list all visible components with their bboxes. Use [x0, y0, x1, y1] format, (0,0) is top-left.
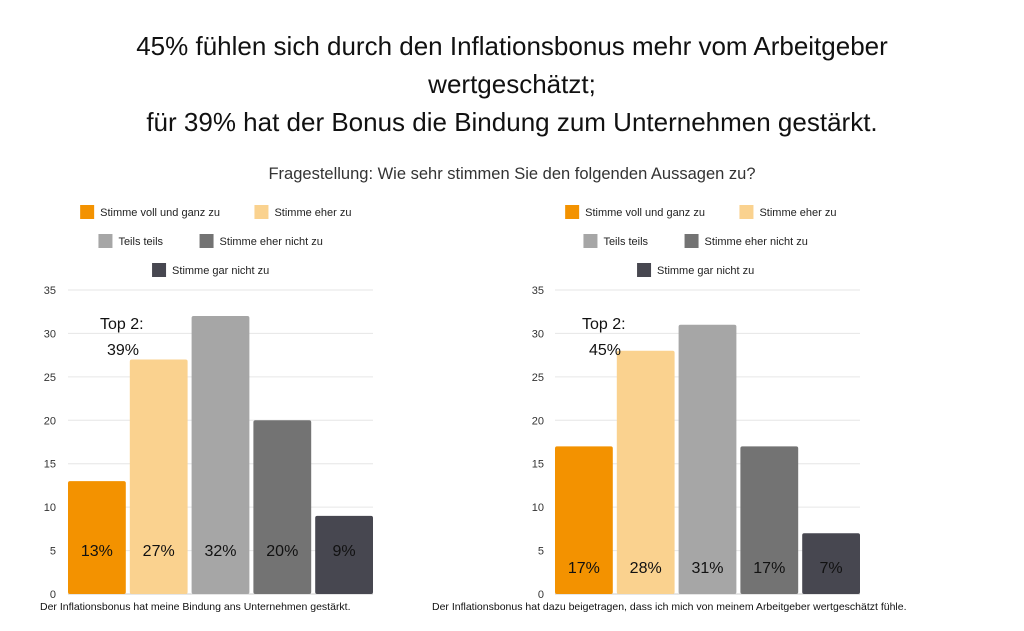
data-label: 20%	[266, 543, 298, 560]
legend-swatch	[739, 205, 754, 219]
data-label: 32%	[204, 543, 236, 560]
data-label: 17%	[568, 560, 600, 577]
title-line-2: wertgeschätzt;	[428, 69, 596, 99]
subtitle: Fragestellung: Wie sehr stimmen Sie den …	[268, 165, 756, 183]
data-label: 7%	[820, 560, 843, 577]
legend-label: Teils teils	[118, 236, 163, 248]
y-tick-label: 10	[44, 502, 56, 514]
legend-label: Stimme voll und ganz zu	[100, 207, 220, 219]
bar	[616, 350, 675, 594]
legend-swatch	[254, 205, 269, 219]
y-tick-label: 30	[532, 328, 544, 340]
y-tick-label: 0	[50, 589, 56, 601]
legend-swatch	[637, 263, 652, 277]
legend-swatch	[80, 205, 95, 219]
data-label: 27%	[143, 543, 175, 560]
title-line-1: 45% fühlen sich durch den Inflationsbonu…	[136, 31, 888, 61]
data-label: 17%	[753, 560, 785, 577]
bar	[555, 446, 613, 594]
main-title: 45% fühlen sich durch den Inflationsbonu…	[0, 27, 1024, 141]
y-tick-label: 5	[538, 546, 544, 558]
y-tick-label: 15	[532, 459, 544, 471]
legend-label: Teils teils	[603, 236, 648, 248]
legend-swatch	[199, 234, 214, 248]
y-tick-label: 35	[532, 285, 544, 297]
legend-swatch	[565, 205, 580, 219]
data-label: 13%	[81, 543, 113, 560]
x-axis-label: Der Inflationsbonus hat dazu beigetragen…	[432, 601, 907, 613]
bar	[68, 481, 126, 594]
y-tick-label: 10	[532, 502, 544, 514]
legend-swatch	[98, 234, 113, 248]
top2-label: Top 2:	[100, 316, 144, 333]
legend-label: Stimme gar nicht zu	[172, 265, 269, 277]
top2-label: Top 2:	[582, 316, 626, 333]
legend-swatch	[684, 234, 699, 248]
legend-label: Stimme eher zu	[759, 207, 836, 219]
x-axis-label: Der Inflationsbonus hat meine Bindung an…	[40, 601, 351, 613]
bar	[315, 515, 373, 594]
y-tick-label: 20	[532, 415, 544, 427]
legend-swatch	[583, 234, 598, 248]
data-label: 31%	[691, 560, 723, 577]
y-tick-label: 5	[50, 546, 56, 558]
y-tick-label: 0	[538, 589, 544, 601]
y-tick-label: 15	[44, 459, 56, 471]
top2-value: 45%	[589, 342, 621, 359]
top2-value: 39%	[107, 342, 139, 359]
legend-label: Stimme voll und ganz zu	[585, 207, 705, 219]
legend-label: Stimme eher nicht zu	[705, 236, 808, 248]
legend-label: Stimme eher zu	[274, 207, 351, 219]
data-label: 28%	[630, 560, 662, 577]
bar	[253, 420, 312, 594]
legend-label: Stimme gar nicht zu	[657, 265, 754, 277]
y-tick-label: 25	[44, 372, 56, 384]
title-line-3: für 39% hat der Bonus die Bindung zum Un…	[146, 107, 878, 137]
legend-label: Stimme eher nicht zu	[220, 236, 323, 248]
y-tick-label: 25	[532, 372, 544, 384]
y-tick-label: 30	[44, 328, 56, 340]
data-label: 9%	[333, 543, 356, 560]
legend-swatch	[152, 263, 167, 277]
bar	[802, 533, 860, 594]
bar	[129, 359, 188, 594]
bar	[678, 324, 737, 594]
bar	[740, 446, 799, 594]
y-tick-label: 20	[44, 415, 56, 427]
bar	[191, 316, 250, 594]
y-tick-label: 35	[44, 285, 56, 297]
